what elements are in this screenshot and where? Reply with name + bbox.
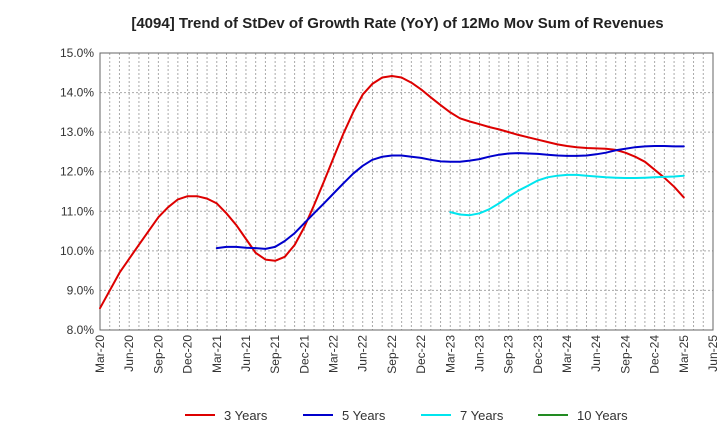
- legend-label: 5 Years: [342, 408, 386, 423]
- grid: [99, 52, 714, 331]
- x-axis: Mar-20 Jun-20 Sep-20 Dec-20 Mar-21 Jun-21 Sep-…: [93, 335, 720, 374]
- series-line-5-years: [215, 145, 685, 250]
- x-tick-label: Sep-21: [268, 335, 282, 374]
- x-tick-label: Dec-21: [297, 335, 311, 374]
- y-tick-label: 8.0%: [67, 323, 95, 337]
- x-tick-label: Jun-20: [122, 335, 136, 372]
- x-tick-label: Jun-21: [239, 335, 253, 372]
- x-tick-label: Jun-24: [589, 335, 603, 372]
- y-tick-label: 13.0%: [60, 125, 94, 139]
- x-tick-label: Sep-24: [618, 335, 632, 374]
- legend-label: 3 Years: [224, 408, 268, 423]
- x-tick-label: Dec-23: [531, 335, 545, 374]
- legend-label: 10 Years: [577, 408, 628, 423]
- y-tick-label: 11.0%: [61, 204, 94, 218]
- plot-area-border: [99, 52, 714, 331]
- x-tick-label: Mar-21: [210, 335, 224, 373]
- series-lines: [99, 75, 685, 310]
- x-tick-label: Mar-20: [93, 335, 107, 373]
- series-line-3-years: [99, 75, 685, 310]
- y-tick-label: 9.0%: [67, 283, 95, 297]
- y-tick-label: 15.0%: [60, 46, 94, 60]
- series-line-7-years: [449, 173, 685, 217]
- x-tick-label: Dec-20: [181, 335, 195, 374]
- chart-title: [4094] Trend of StDev of Growth Rate (Yo…: [131, 15, 664, 32]
- y-tick-label: 14.0%: [60, 86, 94, 100]
- x-tick-label: Dec-24: [648, 335, 662, 374]
- x-tick-label: Sep-20: [151, 335, 165, 374]
- legend-label: 7 Years: [460, 408, 504, 423]
- x-tick-label: Sep-23: [502, 335, 516, 374]
- x-tick-label: Mar-25: [677, 335, 691, 373]
- y-tick-label: 10.0%: [60, 244, 94, 258]
- y-tick-label: 12.0%: [60, 165, 94, 179]
- legend: 3 Years 5 Years 7 Years 10 Years: [185, 408, 628, 423]
- x-tick-label: Mar-22: [327, 335, 341, 373]
- x-tick-label: Jun-23: [472, 335, 486, 372]
- x-tick-label: Dec-22: [414, 335, 428, 374]
- y-axis: 8.0% 9.0% 10.0% 11.0% 12.0% 13.0% 14.0% 15.0%: [60, 46, 94, 337]
- x-tick-label: Jun-25: [706, 335, 720, 372]
- x-tick-label: Jun-22: [356, 335, 370, 372]
- x-tick-label: Sep-22: [385, 335, 399, 374]
- x-tick-label: Mar-23: [443, 335, 457, 373]
- x-tick-label: Mar-24: [560, 335, 574, 373]
